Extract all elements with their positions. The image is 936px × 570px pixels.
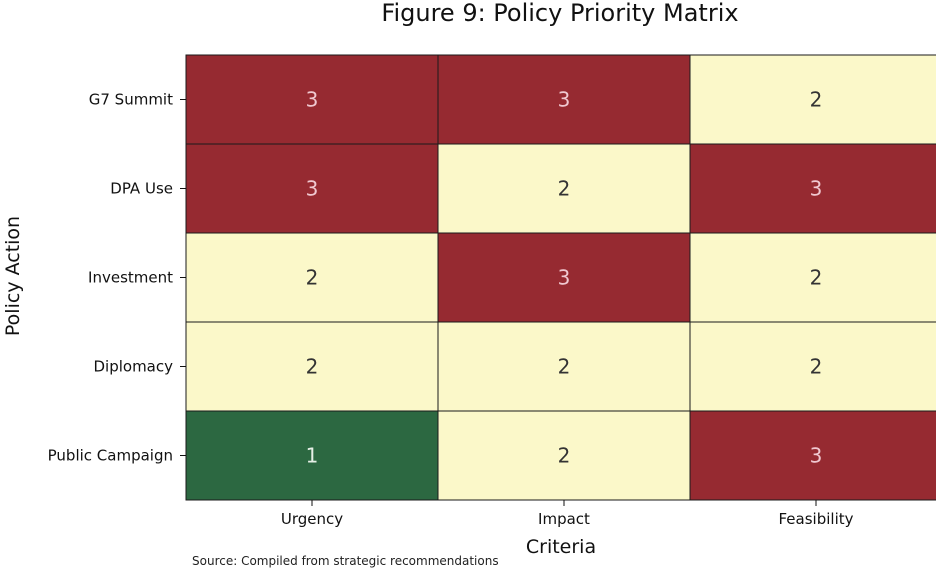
heatmap-cell-investment-impact — [437, 232, 691, 323]
cell-value-label: 3 — [558, 88, 571, 112]
cell-value-label: 3 — [306, 88, 319, 112]
heatmap-cell-public-campaign-impact — [437, 410, 691, 501]
x-axis-ticks: Urgency Impact Feasibility — [281, 500, 854, 528]
heatmap-cell-diplomacy-impact — [437, 321, 691, 412]
y-tick-label: Public Campaign — [48, 447, 173, 465]
cell-value-label: 2 — [810, 88, 823, 112]
x-axis-label: Criteria — [526, 536, 596, 558]
x-tick-label: Impact — [538, 510, 590, 528]
cell-value-label: 2 — [810, 266, 823, 290]
cell-value-label: 2 — [558, 444, 571, 468]
cell-value-label: 3 — [306, 177, 319, 201]
heatmap-cell-g7-summit-urgency — [185, 54, 439, 145]
heatmap-cell-public-campaign-urgency — [185, 410, 439, 501]
y-tick-label: DPA Use — [110, 180, 173, 198]
y-axis-ticks: G7 Summit DPA Use Investment Diplomacy Publi… — [48, 91, 186, 465]
y-tick-label: G7 Summit — [89, 91, 173, 109]
y-tick-label: Diplomacy — [93, 358, 173, 376]
heatmap-cell-dpa-use-urgency — [185, 143, 439, 234]
cell-value-label: 3 — [558, 266, 571, 290]
y-axis-label: Policy Action — [2, 216, 24, 336]
heatmap-cell-public-campaign-feasibility — [689, 410, 936, 501]
heatmap-cell-dpa-use-feasibility — [689, 143, 936, 234]
cell-value-label: 2 — [810, 355, 823, 379]
heatmap-cell-dpa-use-impact — [437, 143, 691, 234]
y-tick-label: Investment — [88, 269, 173, 287]
x-tick-label: Feasibility — [779, 510, 854, 528]
cell-value-label: 2 — [306, 355, 319, 379]
source-note: Source: Compiled from strategic recommen… — [192, 554, 499, 568]
x-tick-label: Urgency — [281, 510, 343, 528]
cell-value-label: 2 — [558, 355, 571, 379]
heatmap-cell-diplomacy-urgency — [185, 321, 439, 412]
cell-value-label: 2 — [306, 266, 319, 290]
chart-title: Figure 9: Policy Priority Matrix — [381, 0, 738, 27]
cell-value-label: 2 — [558, 177, 571, 201]
cell-value-label: 3 — [810, 444, 823, 468]
cell-value-label: 3 — [810, 177, 823, 201]
cell-value-label: 1 — [306, 444, 319, 468]
heatmap-cell-g7-summit-impact — [437, 54, 691, 145]
heatmap-cells: 3 3 2 3 2 3 2 3 2 2 2 2 1 2 3 — [185, 54, 936, 501]
